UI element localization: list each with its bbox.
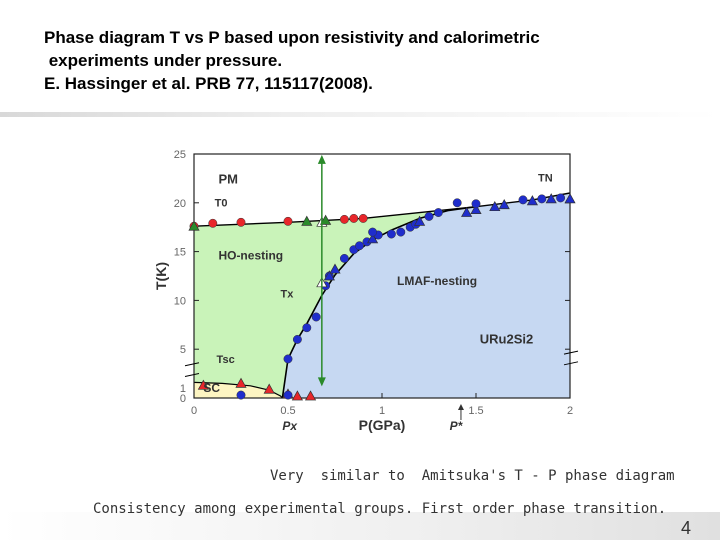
label-tsc: Tsc bbox=[217, 354, 235, 366]
label-tn: TN bbox=[538, 172, 553, 184]
red-circle-marker bbox=[339, 214, 349, 224]
green-triangle-marker bbox=[320, 214, 332, 225]
blue-triangle-marker bbox=[414, 215, 426, 226]
sc-region bbox=[194, 382, 283, 398]
blue-triangle-marker bbox=[489, 200, 501, 212]
x-tick-label: 0.5 bbox=[280, 405, 295, 417]
label-ho-nesting: HO-nesting bbox=[218, 248, 283, 262]
label-px: Px bbox=[282, 419, 298, 433]
label-compound: URu2Si2 bbox=[480, 331, 533, 346]
blue-circle-marker-low bbox=[518, 195, 528, 205]
pstar-arrow-head bbox=[457, 404, 464, 410]
y-tick-label: 1 bbox=[180, 383, 186, 395]
x-tick-label: 2 bbox=[567, 405, 573, 417]
blue-circle-marker-low bbox=[368, 227, 378, 237]
red-circle-marker bbox=[358, 213, 368, 223]
y-axis-break-right bbox=[563, 350, 579, 366]
blue-triangle-marker bbox=[461, 206, 473, 217]
blue-circle-marker bbox=[433, 208, 443, 218]
green-triangle-marker bbox=[301, 215, 313, 226]
blue-circle-marker-low bbox=[283, 354, 293, 364]
y-tick-label: 0 bbox=[180, 393, 186, 405]
red-circle-marker bbox=[349, 213, 359, 223]
blue-circle-marker-low bbox=[311, 312, 321, 322]
blue-triangle-marker bbox=[323, 270, 335, 281]
y-tick-label: 5 bbox=[180, 344, 186, 356]
label-pstar: P* bbox=[450, 419, 464, 433]
slide-title: Phase diagram T vs P based upon resistiv… bbox=[44, 26, 704, 95]
phase-diagram-figure: 25 20 15 10 5 1 0 0 0.5 1 1.5 2 PM T0 TN HO-nesting Tx LM… bbox=[150, 130, 590, 440]
blue-triangle-marker bbox=[526, 195, 538, 206]
blue-circle-marker bbox=[339, 253, 349, 263]
blue-circle-marker bbox=[424, 212, 434, 221]
blue-triangle-marker bbox=[329, 263, 341, 274]
pressure-arrow-head-up bbox=[317, 154, 326, 164]
caption-consistency: Consistency among experimental groups. F… bbox=[93, 501, 667, 517]
caption-similarity: Very similar to Amitsuka's T - P phase d… bbox=[270, 468, 675, 484]
blue-triangle-marker bbox=[498, 199, 510, 210]
y-tick-label: 15 bbox=[174, 247, 186, 259]
y-axis-break bbox=[184, 362, 200, 378]
title-line-2: experiments under pressure. bbox=[44, 51, 283, 70]
y-tick-label: 20 bbox=[174, 198, 186, 210]
x-tick-label: 0 bbox=[191, 405, 197, 417]
y-tick-label: 10 bbox=[174, 295, 186, 307]
title-line-1: Phase diagram T vs P based upon resistiv… bbox=[44, 28, 540, 47]
blue-circle-marker bbox=[386, 229, 396, 239]
y-tick-label: 25 bbox=[174, 149, 186, 161]
red-triangle-marker bbox=[304, 390, 317, 401]
red-circle-marker bbox=[208, 218, 218, 228]
blue-circle-marker bbox=[452, 198, 462, 208]
label-lmaf-nesting: LMAF-nesting bbox=[397, 274, 477, 288]
blue-triangle-marker bbox=[470, 203, 482, 214]
lmaf-region bbox=[282, 193, 570, 398]
label-sc: SC bbox=[203, 381, 220, 395]
red-triangle-marker bbox=[197, 379, 209, 390]
blue-circle-marker-low bbox=[537, 194, 547, 204]
label-tx: Tx bbox=[280, 288, 294, 300]
blue-triangle-marker bbox=[564, 193, 576, 204]
blue-circle-marker bbox=[354, 241, 364, 251]
pressure-arrow-head-down bbox=[317, 377, 326, 387]
label-pm: PM bbox=[218, 171, 238, 186]
green-triangle-marker bbox=[188, 220, 200, 231]
x-tick-label: 1 bbox=[379, 405, 385, 417]
x-axis-label: P(GPa) bbox=[359, 417, 406, 433]
blue-triangle-marker bbox=[367, 233, 379, 244]
red-triangle-marker bbox=[263, 383, 275, 394]
red-triangle-marker bbox=[291, 390, 303, 401]
title-line-3: E. Hassinger et al. PRB 77, 115117(2008)… bbox=[44, 74, 373, 93]
red-triangle-marker bbox=[235, 377, 247, 388]
blue-circle-marker-base bbox=[236, 390, 246, 400]
blue-triangle-marker bbox=[545, 193, 557, 204]
blue-circle-marker-base bbox=[283, 390, 293, 400]
blue-circle-marker-low bbox=[471, 199, 481, 209]
red-circle-marker bbox=[236, 217, 246, 227]
blue-circle-marker-low bbox=[302, 323, 312, 333]
blue-circle-marker-low bbox=[292, 334, 302, 344]
red-circle-marker bbox=[283, 216, 293, 226]
footer-strip bbox=[0, 512, 720, 540]
y-axis-label: T(K) bbox=[153, 262, 169, 290]
blue-circle-marker-low bbox=[556, 193, 566, 203]
x-tick-label: 1.5 bbox=[468, 405, 483, 417]
sc-boundary-line bbox=[193, 381, 283, 399]
label-t0: T0 bbox=[215, 198, 228, 210]
header-rule bbox=[0, 112, 720, 117]
page-number: 4 bbox=[681, 518, 692, 538]
blue-circle-marker bbox=[396, 227, 406, 237]
